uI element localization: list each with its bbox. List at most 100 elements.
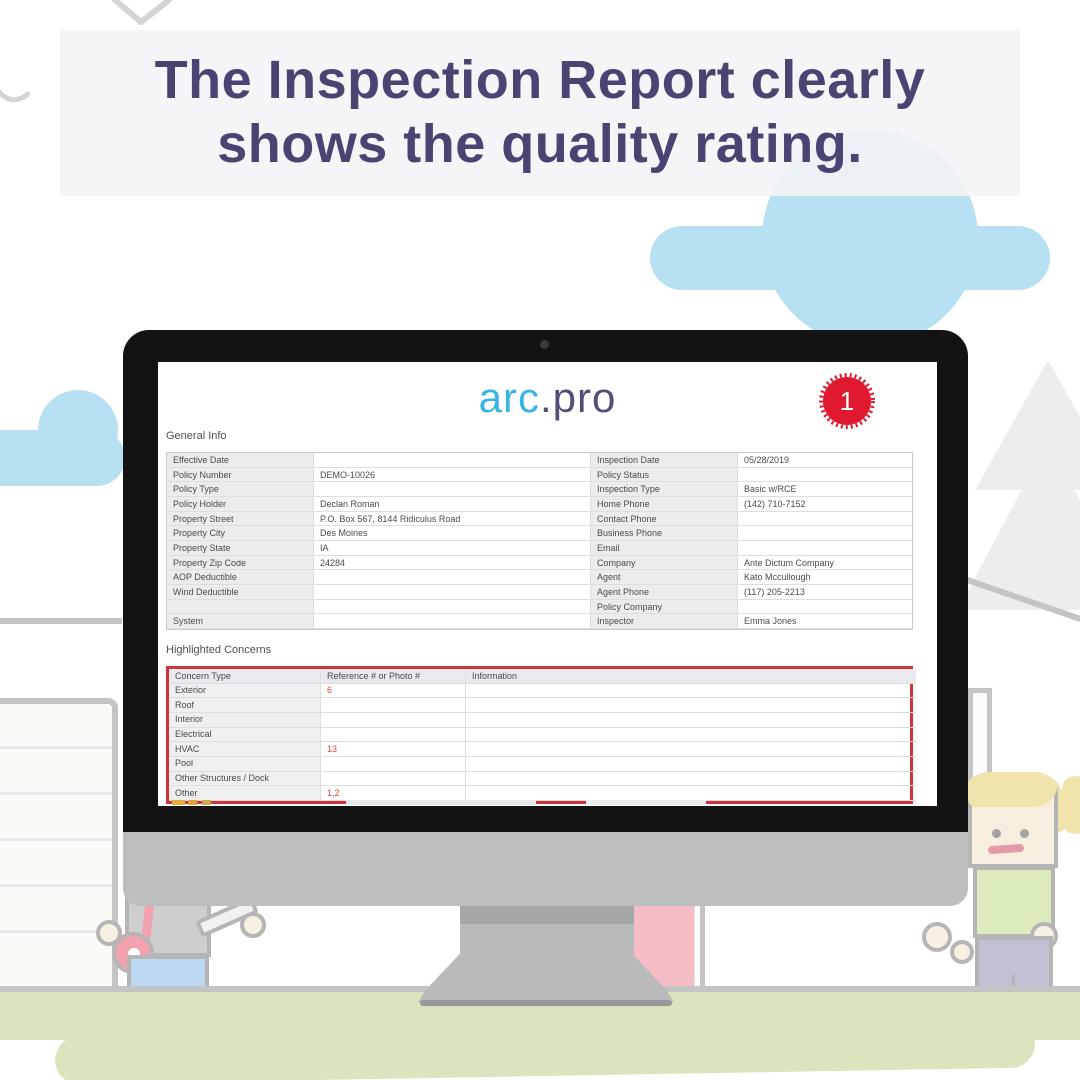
headline-line2: shows the quality rating. bbox=[217, 114, 863, 174]
gi-value-cell bbox=[314, 453, 591, 468]
monitor-stand-base-edge bbox=[420, 1000, 672, 1006]
gi-value-cell bbox=[738, 600, 914, 615]
gi-label-cell: Policy Holder bbox=[167, 496, 314, 512]
concern-type-cell: Other Structures / Dock bbox=[169, 771, 321, 787]
gi-label-cell: Property State bbox=[167, 540, 314, 556]
gi-label-cell: Inspector bbox=[591, 614, 738, 629]
gi-value-cell: (117) 205-2213 bbox=[738, 585, 914, 600]
concern-type-cell: Pool bbox=[169, 756, 321, 772]
cloud-shape bbox=[0, 430, 125, 486]
report-screen: arc.pro 1 General Info Effective Date Ins… bbox=[158, 362, 937, 806]
concern-info-cell bbox=[466, 713, 916, 728]
concern-info-cell bbox=[466, 786, 916, 801]
gi-value-cell: 24284 bbox=[314, 555, 591, 571]
concern-ref-cell: 13 bbox=[321, 742, 466, 757]
concern-ref-cell bbox=[321, 756, 466, 772]
gi-label-cell: Policy Number bbox=[167, 467, 314, 483]
concern-info-cell bbox=[466, 742, 916, 757]
gi-label-cell: Property Zip Code bbox=[167, 555, 314, 571]
concern-ref-cell: 6 bbox=[321, 683, 466, 699]
concern-type-cell: Roof bbox=[169, 698, 321, 713]
post-shape bbox=[968, 688, 992, 784]
concerns-title: Highlighted Concerns bbox=[166, 644, 272, 656]
highlighted-concerns-table: Concern Type Reference # or Photo # Inform… bbox=[166, 666, 916, 804]
gi-label-cell: Policy Company bbox=[591, 599, 738, 615]
gi-value-cell bbox=[738, 541, 914, 556]
gi-value-cell: Basic w/RCE bbox=[738, 482, 914, 497]
cloud-shape bbox=[650, 226, 1050, 290]
monitor-stand-base bbox=[418, 952, 674, 1002]
general-info-title: General Info bbox=[166, 430, 227, 442]
gi-label-cell: Inspection Type bbox=[591, 482, 738, 497]
gi-value-cell: Kato Mccullough bbox=[738, 570, 914, 585]
gi-value-cell bbox=[314, 599, 591, 615]
gi-value-cell: P.O. Box 567, 8144 Ridiculus Road bbox=[314, 511, 591, 527]
cutoff-content-strip bbox=[166, 800, 913, 806]
webcam-icon bbox=[540, 340, 549, 349]
gi-label-cell: Business Phone bbox=[591, 526, 738, 541]
gi-label-cell: Property Street bbox=[167, 511, 314, 527]
notification-badge: 1 bbox=[819, 373, 875, 429]
gi-label-cell: Effective Date bbox=[167, 453, 314, 468]
gi-value-cell bbox=[738, 526, 914, 541]
general-info-table: Effective Date Inspection Date 05/28/2019 P… bbox=[166, 452, 914, 630]
gi-label-cell: Policy Status bbox=[591, 467, 738, 483]
gi-value-cell: IA bbox=[314, 540, 591, 556]
concern-type-cell: HVAC bbox=[169, 742, 321, 757]
concern-ref-cell bbox=[321, 712, 466, 728]
gi-value-cell: 05/28/2019 bbox=[738, 453, 914, 468]
character-left-hand bbox=[240, 912, 266, 938]
gi-label-cell: Agent bbox=[591, 570, 738, 585]
gi-label-cell: Property City bbox=[167, 526, 314, 541]
concern-type-cell: Other bbox=[169, 786, 321, 801]
concern-type-cell: Electrical bbox=[169, 727, 321, 743]
headline-banner: The Inspection Report clearly shows the … bbox=[60, 30, 1020, 196]
background-line bbox=[0, 618, 122, 624]
gi-value-cell: DEMO-10026 bbox=[314, 467, 591, 483]
concern-info-cell bbox=[466, 684, 916, 699]
gi-label-cell: Email bbox=[591, 540, 738, 556]
wall-line bbox=[700, 903, 705, 987]
hand-shape bbox=[922, 922, 952, 952]
concern-header-cell: Concern Type bbox=[169, 669, 321, 684]
gi-label-cell: Inspection Date bbox=[591, 453, 738, 468]
concern-info-cell bbox=[466, 698, 916, 713]
logo-part-pro: pro bbox=[552, 374, 617, 421]
concern-ref-cell bbox=[321, 727, 466, 743]
gi-value-cell bbox=[314, 614, 591, 629]
concern-info-cell bbox=[466, 772, 916, 787]
gi-value-cell bbox=[314, 570, 591, 585]
monitor-chin bbox=[123, 832, 968, 906]
concern-ref-cell: 1,2 bbox=[321, 786, 466, 801]
concern-header-cell: Information bbox=[466, 669, 916, 684]
pine-tree-shape bbox=[958, 360, 1080, 610]
concern-info-cell bbox=[466, 757, 916, 772]
gi-label-cell: System bbox=[167, 614, 314, 629]
concern-ref-cell bbox=[321, 698, 466, 713]
gi-label-cell: Company bbox=[591, 555, 738, 571]
badge-count: 1 bbox=[840, 386, 854, 416]
concern-info-cell bbox=[466, 728, 916, 743]
concern-type-cell: Exterior bbox=[169, 683, 321, 699]
headline-line1: The Inspection Report clearly bbox=[154, 50, 926, 111]
concern-ref-cell bbox=[321, 771, 466, 787]
gi-value-cell: Emma Jones bbox=[738, 614, 914, 629]
gi-label-cell: Wind Deductible bbox=[167, 584, 314, 600]
gi-label-cell: Home Phone bbox=[591, 496, 738, 512]
gi-value-cell: Declan Roman bbox=[314, 496, 591, 512]
gi-value-cell bbox=[738, 512, 914, 527]
bird-icon bbox=[0, 89, 31, 103]
concern-type-cell: Interior bbox=[169, 712, 321, 728]
gi-label-cell: AOP Deductible bbox=[167, 570, 314, 585]
character-edge-hair bbox=[1062, 776, 1080, 834]
character-right-eye bbox=[1020, 829, 1029, 838]
gi-value-cell: (142) 710-7152 bbox=[738, 497, 914, 512]
gi-label-cell: Policy Type bbox=[167, 482, 314, 497]
gi-label-cell: Contact Phone bbox=[591, 511, 738, 527]
gi-label-cell bbox=[167, 599, 314, 615]
gi-value-cell: Ante Dictum Company bbox=[738, 556, 914, 571]
truck-shape bbox=[0, 698, 118, 992]
logo-dot: . bbox=[539, 374, 553, 421]
